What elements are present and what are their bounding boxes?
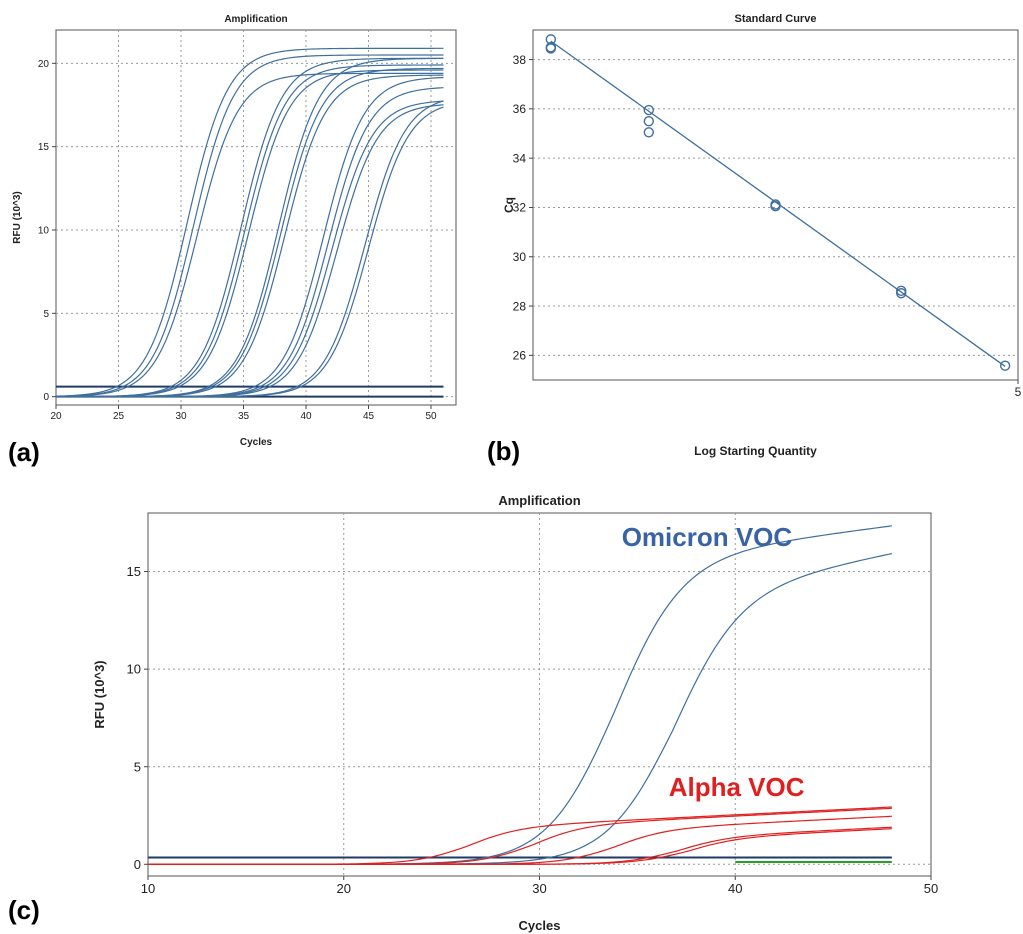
amplification-curve <box>56 106 444 398</box>
x-tick-label: 5 <box>1015 385 1022 399</box>
data-point <box>545 42 557 53</box>
x-axis-label: Cycles <box>240 437 273 448</box>
x-axis-label: Log Starting Quantity <box>694 444 817 458</box>
panel-label-b: (b) <box>487 436 521 466</box>
data-point <box>643 115 655 127</box>
panel-label-c: (c) <box>8 895 40 925</box>
y-axis-label: RFU (10^3) <box>92 660 107 728</box>
x-tick-label: 20 <box>50 411 62 422</box>
y-tick-label: 34 <box>513 151 527 165</box>
y-tick-label: 38 <box>513 53 527 67</box>
y-tick-label: 32 <box>513 201 527 215</box>
fit-line <box>550 40 1006 367</box>
y-tick-label: 28 <box>513 299 527 313</box>
y-tick-label: 0 <box>134 857 141 872</box>
panel-label-a: (a) <box>8 437 40 467</box>
chart-title: Standard Curve <box>735 13 817 25</box>
data-point <box>643 104 655 116</box>
y-tick-label: 10 <box>38 226 50 237</box>
chart-title: Amplification <box>498 493 580 508</box>
x-tick-label: 40 <box>300 411 312 422</box>
y-axis-label: Cq <box>502 197 516 213</box>
y-tick-label: 5 <box>43 309 49 320</box>
x-tick-label: 35 <box>238 411 250 422</box>
y-tick-label: 15 <box>38 142 50 153</box>
data-point <box>643 127 655 138</box>
amplification-curve <box>55 47 444 397</box>
data-point <box>999 360 1011 371</box>
alpha-voc-annotation: Alpha VOC <box>669 772 805 802</box>
x-tick-label: 20 <box>337 881 351 896</box>
y-tick-label: 20 <box>38 59 50 70</box>
x-tick-label: 40 <box>728 881 742 896</box>
x-tick-label: 45 <box>363 411 375 422</box>
x-tick-label: 50 <box>924 881 938 896</box>
y-tick-label: 30 <box>513 250 527 264</box>
y-tick-label: 36 <box>513 102 527 116</box>
chart-c-amplification: 10 20 30 40 50 0 5 10 15 Amplification Cycles RFU (… <box>92 493 938 933</box>
plot-area <box>55 29 457 406</box>
data-point <box>896 288 907 299</box>
x-tick-label: 50 <box>425 411 437 422</box>
amplification-curve <box>55 54 444 397</box>
data-point <box>770 201 781 212</box>
y-tick-label: 26 <box>513 349 527 363</box>
x-tick-label: 10 <box>141 881 155 896</box>
chart-title: Amplification <box>224 14 287 25</box>
alpha-curve <box>148 828 892 865</box>
amplification-curve <box>55 72 444 397</box>
y-axis-label: RFU (10^3) <box>12 191 23 244</box>
x-tick-label: 30 <box>175 411 187 422</box>
omicron-voc-annotation: Omicron VOC <box>622 522 793 552</box>
chart-a-amplification: 20 25 30 35 40 45 50 0 5 10 15 20 Amplification Cycle… <box>12 14 457 448</box>
chart-b-standard-curve: 5 26 28 30 32 34 36 38 Standard Curve Log Startin… <box>502 13 1022 458</box>
y-tick-label: 15 <box>127 564 141 579</box>
x-tick-label: 30 <box>532 881 546 896</box>
x-tick-label: 25 <box>113 411 125 422</box>
y-tick-label: 0 <box>43 392 49 403</box>
x-axis-label: Cycles <box>519 918 561 933</box>
y-tick-label: 10 <box>127 662 141 677</box>
y-tick-label: 5 <box>134 759 141 774</box>
plot-area <box>532 29 1019 381</box>
